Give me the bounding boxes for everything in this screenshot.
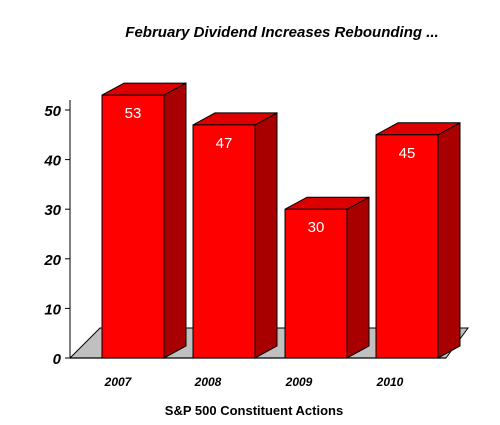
data-labels-group: 53 47 30 45 [125,105,416,236]
y-tick-label: 20 [43,252,61,269]
x-tick-label: 2008 [194,375,222,389]
data-label: 45 [399,145,416,162]
bar-side [346,196,370,359]
x-axis-label: S&P 500 Constituent Actions [165,403,343,418]
data-label: 30 [308,219,325,236]
bar-side [163,82,187,359]
bar-front [101,94,165,359]
bars-group [101,82,461,359]
bar-2009 [284,196,370,359]
bar-front [192,124,256,359]
bar-2008 [192,112,278,359]
x-tick-label: 2007 [104,375,133,389]
data-label: 47 [216,135,233,152]
chart-title: February Dividend Increases Rebounding .… [125,24,438,41]
y-tick-label: 30 [44,202,61,219]
bar-2010 [375,121,461,359]
x-tick-label: 2010 [376,375,404,389]
y-tick-label: 40 [43,153,61,170]
x-tick-label: 2009 [285,375,313,389]
bar-front [375,134,439,359]
bar-2007 [101,82,187,359]
data-label: 53 [125,105,142,122]
x-ticks-group: 2007 2008 2009 2010 [104,375,404,389]
y-tick-label: 0 [53,351,62,368]
bar-side [254,112,278,359]
y-axis-group: 0 10 20 30 40 50 [43,100,71,368]
bar-front [284,208,348,359]
y-tick-label: 50 [44,103,61,120]
bar-side [437,121,461,359]
y-tick-label: 10 [44,301,61,318]
